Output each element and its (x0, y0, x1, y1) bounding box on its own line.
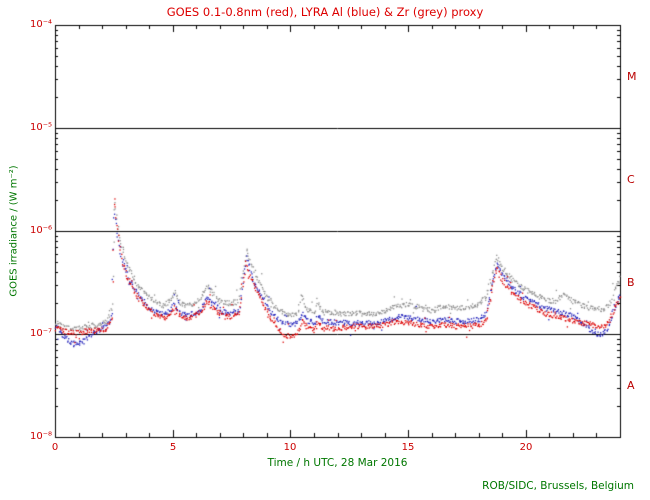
y-tick-label-1e-5: 10⁻⁵ (29, 122, 52, 133)
y-tick-label-1e-7: 10⁻⁷ (29, 328, 52, 339)
x-tick-label-0: 0 (51, 442, 59, 453)
flare-class-label-m: M (627, 70, 637, 83)
y-tick-label-1e-6: 10⁻⁶ (29, 225, 52, 236)
x-axis-title: Time / h UTC, 28 Mar 2016 (267, 457, 408, 469)
flare-class-label-c: C (627, 173, 635, 186)
y-tick-label-1e-8: 10⁻⁸ (29, 431, 52, 442)
flare-class-label-a: A (627, 379, 635, 392)
flare-class-label-b: B (627, 276, 635, 289)
y-tick-label-1e-4: 10⁻⁴ (29, 19, 52, 30)
credit-line: ROB/SIDC, Brussels, Belgium (482, 480, 634, 492)
x-tick-label-15: 15 (401, 442, 415, 453)
x-tick-label-10: 10 (283, 442, 297, 453)
x-tick-label-20: 20 (519, 442, 533, 453)
chart-title: GOES 0.1-0.8nm (red), LYRA Al (blue) & Z… (166, 5, 484, 19)
x-tick-label-5: 5 (169, 442, 177, 453)
